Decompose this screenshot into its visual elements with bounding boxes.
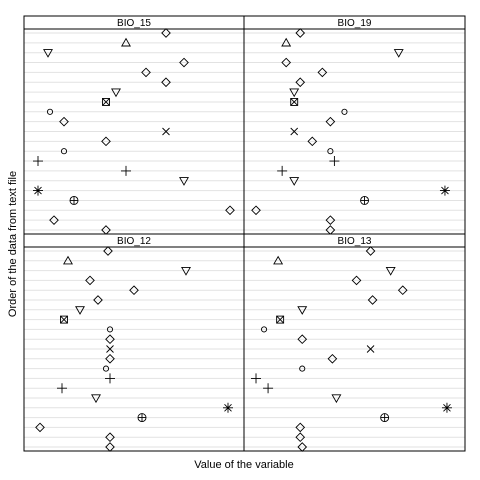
data-point-diamond: [367, 295, 378, 305]
x-axis-title: Value of the variable: [194, 459, 293, 471]
data-point-triangle-down: [385, 267, 396, 276]
data-point-x: [162, 127, 170, 136]
panel-title-bio-15: BIO_15: [117, 18, 151, 29]
data-point-diamond: [49, 215, 59, 225]
data-point-triangle: [273, 255, 284, 265]
panel-border: [243, 233, 466, 452]
data-point-circle-plus: [380, 413, 390, 423]
data-point-triangle-down: [111, 88, 121, 98]
data-point-diamond: [317, 67, 328, 78]
data-point-diamond: [251, 205, 261, 216]
data-point-diamond: [85, 275, 95, 286]
data-point-asterisk: [441, 402, 452, 413]
data-point-plus: [251, 373, 262, 384]
y-axis-title: Order of the data from text file: [7, 171, 19, 317]
data-point-boxed-x: [276, 315, 285, 324]
data-point-circle: [106, 326, 114, 333]
data-point-diamond: [105, 353, 115, 364]
data-point-diamond: [397, 285, 408, 296]
data-point-triangle-down: [289, 88, 300, 98]
data-point-triangle-down: [91, 394, 101, 404]
panel-bio-13: [244, 234, 465, 451]
data-point-x: [290, 127, 299, 136]
data-point-plus: [263, 383, 274, 394]
data-point-diamond: [297, 334, 308, 345]
data-point-diamond: [105, 334, 115, 345]
data-point-asterisk: [223, 402, 233, 413]
data-point-boxed-x: [60, 315, 68, 324]
panel-title-bio-13: BIO_13: [338, 236, 372, 247]
data-point-x: [106, 345, 114, 353]
panel-bio-15: [24, 16, 244, 234]
data-point-triangle-down: [289, 177, 300, 186]
data-point-diamond: [295, 432, 306, 443]
data-point-diamond: [161, 28, 171, 38]
panel-bio-12: [24, 234, 244, 451]
data-point-circle: [341, 108, 348, 115]
data-point-diamond: [325, 116, 336, 127]
data-point-diamond: [179, 57, 189, 68]
data-point-diamond: [35, 422, 45, 433]
data-point-triangle: [121, 37, 131, 47]
data-point-diamond: [307, 136, 318, 147]
data-point-diamond: [129, 285, 139, 296]
data-point-circle-plus: [137, 413, 147, 423]
data-point-triangle: [63, 255, 73, 265]
data-point-diamond: [101, 136, 111, 147]
data-point-circle: [327, 148, 334, 155]
data-point-circle: [260, 326, 268, 333]
data-point-triangle-down: [75, 306, 85, 315]
data-point-diamond: [295, 28, 306, 38]
data-point-diamond: [105, 432, 115, 443]
data-point-triangle-down: [181, 267, 191, 276]
data-point-plus: [277, 165, 288, 176]
data-point-asterisk: [439, 185, 450, 196]
data-point-triangle-down: [331, 394, 342, 404]
data-point-circle: [60, 148, 68, 155]
panel-bio-19: [244, 16, 465, 234]
data-point-circle-plus: [69, 195, 79, 205]
data-point-diamond: [295, 77, 306, 88]
data-point-triangle-down: [297, 306, 308, 315]
data-point-triangle-down: [393, 49, 404, 58]
data-point-diamond: [365, 246, 376, 256]
data-point-circle: [299, 365, 306, 372]
data-point-circle: [46, 108, 54, 115]
data-point-diamond: [161, 77, 171, 88]
data-point-boxed-x: [102, 97, 110, 106]
panel-title-bio-12: BIO_12: [117, 236, 151, 247]
data-point-plus: [121, 165, 131, 176]
data-point-triangle: [281, 37, 292, 47]
data-point-boxed-x: [290, 97, 299, 106]
data-point-diamond: [225, 205, 235, 216]
data-point-circle: [102, 365, 110, 372]
data-point-circle-plus: [360, 195, 369, 205]
data-point-triangle-down: [43, 49, 53, 58]
data-point-diamond: [327, 353, 338, 364]
data-point-plus: [329, 156, 340, 167]
data-point-diamond: [295, 422, 306, 433]
data-point-diamond: [103, 246, 113, 256]
data-point-diamond: [351, 275, 362, 286]
data-point-plus: [33, 156, 43, 167]
data-point-plus: [105, 373, 115, 384]
data-point-triangle-down: [179, 177, 189, 186]
data-point-diamond: [59, 116, 69, 127]
data-point-asterisk: [33, 185, 43, 196]
panel-title-bio-19: BIO_19: [338, 18, 372, 29]
data-point-x: [366, 345, 375, 353]
data-point-diamond: [141, 67, 151, 78]
data-point-plus: [57, 383, 67, 394]
data-point-diamond: [93, 295, 103, 305]
data-point-diamond: [281, 57, 291, 68]
data-point-diamond: [325, 215, 336, 225]
